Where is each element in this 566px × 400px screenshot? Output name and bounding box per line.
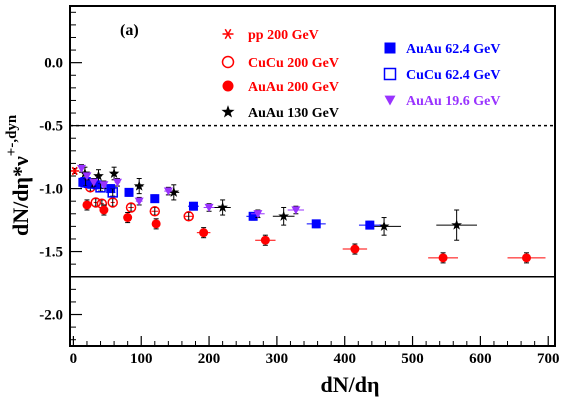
- data-point: [217, 201, 228, 213]
- data-point: [260, 235, 270, 245]
- legend-marker: [384, 95, 396, 106]
- series-auau-19-6-gev: [77, 164, 305, 219]
- legend-marker: [384, 42, 396, 54]
- legend-marker: [222, 80, 234, 92]
- data-point: [253, 210, 263, 219]
- tick-labels: 0 100 200 300 400 500 600 700 -2.0 -1.5 -1.0 -0.5 0.…: [39, 56, 559, 367]
- legend-marker: [221, 55, 235, 69]
- legend-entry-auau-200-gev: AuAu 200 GeV: [222, 80, 339, 95]
- data-point: [149, 206, 161, 217]
- data-point: [125, 202, 137, 213]
- plot-frame: [69, 5, 556, 347]
- data-point: [350, 244, 360, 254]
- data-point: [168, 186, 180, 197]
- legend-label: CuCu 62.4 GeV: [406, 68, 501, 83]
- data-point: [278, 210, 290, 221]
- reference-lines: [70, 124, 555, 278]
- data-point: [183, 211, 194, 222]
- x-tick-label: 400: [333, 351, 356, 367]
- data-point: [188, 201, 198, 211]
- y-tick-label: -1.5: [39, 245, 63, 261]
- data-point: [151, 219, 161, 229]
- data-point: [204, 203, 214, 212]
- y-axis-title-group: dN/dη*ν+-,dyn: [4, 114, 33, 236]
- legend-entry-cucu-62-4-gev: CuCu 62.4 GeV: [383, 67, 501, 83]
- data-point: [133, 180, 145, 191]
- data-point: [77, 164, 87, 173]
- data-point: [163, 187, 173, 196]
- legend-entry-auau-62-4-gev: AuAu 62.4 GeV: [384, 42, 501, 57]
- data-point: [438, 253, 448, 263]
- x-tick-label: 200: [198, 351, 221, 367]
- data-point: [99, 205, 109, 215]
- legend-entry-pp-200-gev: pp 200 GeV: [222, 28, 319, 43]
- data-point: [378, 220, 390, 231]
- data-point: [107, 187, 118, 198]
- data-point: [522, 253, 532, 263]
- y-tick-label: -0.5: [39, 119, 63, 135]
- data-point: [78, 177, 88, 187]
- data-point: [150, 194, 160, 204]
- series-auau-200-gev: [82, 199, 546, 264]
- x-tick-label: 600: [469, 351, 492, 367]
- legend-label: AuAu 130 GeV: [248, 106, 339, 121]
- data-point: [82, 200, 92, 210]
- data-point: [112, 178, 122, 187]
- data-point: [134, 197, 144, 206]
- legend-marker: [383, 67, 397, 81]
- x-axis-title: dN/dη: [321, 372, 380, 397]
- data-point: [90, 197, 102, 208]
- data-point: [365, 220, 375, 230]
- data-point: [123, 213, 133, 223]
- x-tick-label: 700: [537, 351, 560, 367]
- x-tick-label: 500: [401, 351, 424, 367]
- legend-entry-auau-19-6-gev: AuAu 19.6 GeV: [384, 94, 501, 109]
- y-axis-title-main: dN/dη*ν: [8, 156, 33, 236]
- data-point: [107, 197, 118, 208]
- legend-label: CuCu 200 GeV: [248, 56, 339, 71]
- legend-entry-auau-130-gev: AuAu 130 GeV: [221, 105, 339, 121]
- data-point: [248, 211, 258, 221]
- legend-entry-cucu-200-gev: CuCu 200 GeV: [221, 55, 339, 71]
- legend-marker: [221, 105, 235, 118]
- legend-label: AuAu 200 GeV: [248, 80, 339, 95]
- panel-label: (a): [120, 22, 139, 39]
- data-point: [311, 219, 321, 229]
- data-point: [89, 178, 99, 187]
- y-tick-label: -1.0: [39, 182, 63, 198]
- x-tick-label: 100: [130, 351, 153, 367]
- data-point: [93, 170, 104, 181]
- y-tick-label: -2.0: [39, 308, 63, 324]
- legend-label: pp 200 GeV: [248, 28, 319, 43]
- data-points: [70, 164, 546, 264]
- data-point: [124, 187, 134, 197]
- legend: pp 200 GeV CuCu 200 GeV AuAu 200 GeV AuAu 1…: [221, 28, 501, 121]
- data-point: [82, 172, 92, 181]
- data-point: [99, 181, 109, 190]
- y-tick-label: 0.0: [44, 56, 63, 72]
- data-point: [108, 167, 120, 179]
- data-point: [291, 206, 301, 215]
- legend-label: AuAu 62.4 GeV: [406, 42, 501, 57]
- legend-label: AuAu 19.6 GeV: [406, 94, 501, 109]
- legend-marker: [222, 28, 234, 40]
- data-point: [70, 166, 80, 176]
- x-tick-label: 300: [266, 351, 289, 367]
- series-pp-200-gev: [70, 166, 80, 176]
- y-axis-title-subscript: +-,dyn: [4, 114, 20, 156]
- data-point: [199, 228, 209, 238]
- y-axis-title: dN/dη*ν+-,dyn: [4, 114, 33, 236]
- data-point: [451, 219, 462, 230]
- x-tick-label: 0: [70, 351, 78, 367]
